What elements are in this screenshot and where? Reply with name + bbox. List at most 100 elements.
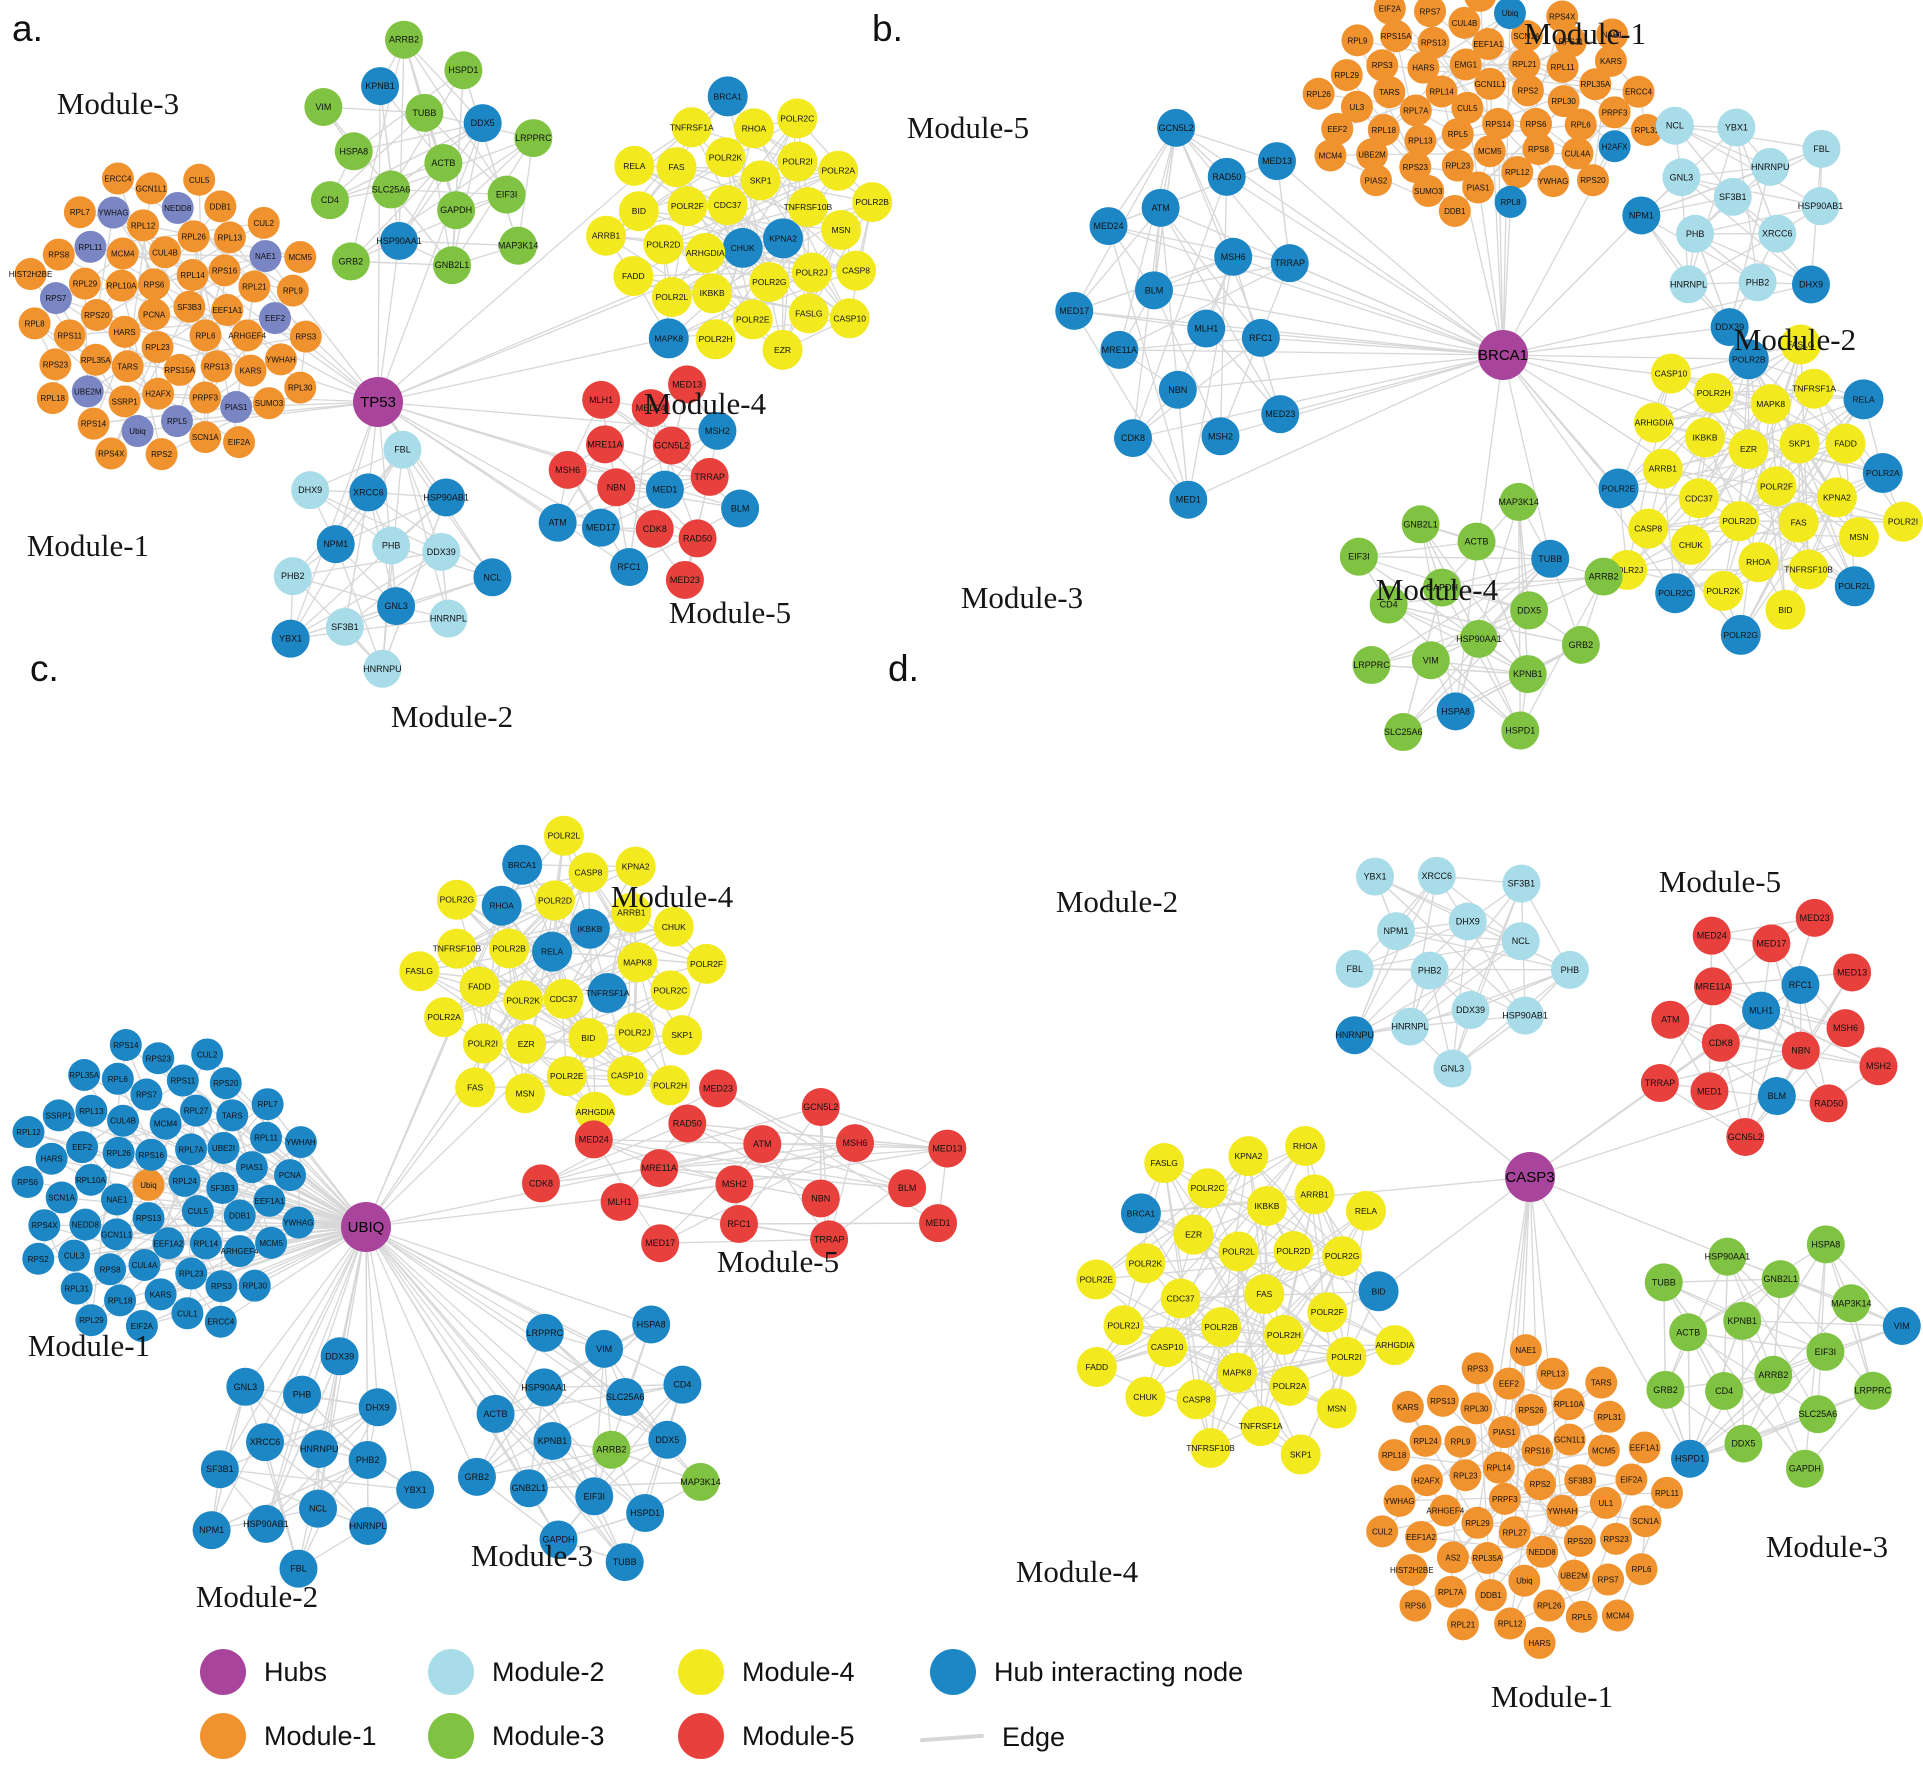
node-rps23[interactable]	[142, 1042, 175, 1075]
node-rps2[interactable]	[1524, 1468, 1557, 1501]
node-npm1[interactable]	[316, 525, 355, 564]
node-rps3[interactable]	[1461, 1352, 1494, 1385]
node-msh2[interactable]	[1859, 1047, 1898, 1086]
node-ezr[interactable]	[506, 1023, 547, 1064]
node-polr2a[interactable]	[818, 150, 859, 191]
node-rps16[interactable]	[1521, 1434, 1554, 1467]
node-pcna[interactable]	[274, 1159, 307, 1192]
node-rpl5[interactable]	[1441, 118, 1474, 151]
node-slc25a6[interactable]	[1798, 1395, 1837, 1434]
node-scn1a[interactable]	[189, 421, 222, 454]
node-arrb1[interactable]	[586, 215, 627, 256]
node-rad50[interactable]	[678, 519, 717, 558]
node-gcn5l2[interactable]	[1157, 108, 1196, 147]
node-msn[interactable]	[821, 210, 862, 251]
node-nae1[interactable]	[1596, 18, 1629, 51]
node-hspd1[interactable]	[1501, 711, 1540, 750]
node-rps14[interactable]	[77, 407, 110, 440]
node-vim[interactable]	[304, 87, 343, 126]
node-rpl30[interactable]	[238, 1269, 271, 1302]
node-actb[interactable]	[1457, 522, 1496, 561]
node-ercc4[interactable]	[101, 162, 134, 195]
node-mcm4[interactable]	[149, 1107, 182, 1140]
node-rps13[interactable]	[1426, 1384, 1459, 1417]
node-prpf3[interactable]	[1598, 96, 1631, 129]
node-nae1[interactable]	[100, 1183, 133, 1216]
node-npm1[interactable]	[1377, 912, 1416, 951]
node-hspd1[interactable]	[1670, 1439, 1709, 1478]
node-dhx9[interactable]	[358, 1388, 397, 1427]
node-rps16[interactable]	[135, 1138, 168, 1171]
node-arrb1[interactable]	[1294, 1174, 1335, 1215]
node-hspa8[interactable]	[632, 1305, 671, 1344]
node-polr2a[interactable]	[424, 997, 465, 1038]
node-rps6[interactable]	[1519, 107, 1552, 140]
node-actb[interactable]	[476, 1394, 515, 1433]
node-brca1[interactable]	[502, 844, 543, 885]
node-gcn5l2[interactable]	[801, 1088, 840, 1127]
node-polr2i[interactable]	[462, 1023, 503, 1064]
node-rpl23[interactable]	[175, 1257, 208, 1290]
node-msh6[interactable]	[548, 450, 587, 489]
node-rela[interactable]	[614, 145, 655, 186]
node-ddb1[interactable]	[204, 190, 237, 223]
node-rhoa[interactable]	[1738, 542, 1779, 583]
node-gapdh[interactable]	[539, 1520, 578, 1559]
node-ubiq[interactable]	[132, 1168, 165, 1201]
node-msh6[interactable]	[1826, 1009, 1865, 1048]
node-prpf3[interactable]	[1488, 1482, 1521, 1515]
node-polr2b[interactable]	[852, 182, 893, 223]
node-eif2a[interactable]	[1373, 0, 1406, 25]
node-rpl31[interactable]	[1630, 113, 1663, 146]
node-rpl13[interactable]	[75, 1094, 108, 1127]
node-rpl12[interactable]	[12, 1116, 45, 1149]
node-rps3[interactable]	[1366, 49, 1399, 82]
node-mre11a[interactable]	[585, 425, 624, 464]
node-ube2m[interactable]	[71, 375, 104, 408]
node-mapk8[interactable]	[1217, 1352, 1258, 1393]
node-hsp90aa1[interactable]	[1459, 619, 1498, 658]
node-med17[interactable]	[581, 508, 620, 547]
node-faslg[interactable]	[1144, 1143, 1185, 1184]
node-casp8[interactable]	[1628, 508, 1669, 549]
hub-node-ubiq[interactable]	[341, 1202, 391, 1252]
node-fbl[interactable]	[1802, 129, 1841, 168]
node-polr2f[interactable]	[686, 943, 727, 984]
node-cd4[interactable]	[663, 1365, 702, 1404]
node-med13[interactable]	[668, 365, 707, 404]
node-hnrnpl[interactable]	[1391, 1007, 1430, 1046]
node-rpl6[interactable]	[1564, 108, 1597, 141]
node-tubb[interactable]	[1531, 539, 1570, 578]
node-med23[interactable]	[665, 560, 704, 599]
node-hnrnpu[interactable]	[300, 1429, 339, 1468]
node-hnrnpu[interactable]	[1751, 147, 1790, 186]
node-sf3b1[interactable]	[1713, 177, 1752, 216]
node-hist2h2be[interactable]	[14, 258, 47, 291]
node-polr2k[interactable]	[503, 980, 544, 1021]
node-rpl11[interactable]	[1546, 50, 1579, 83]
node-rpl31[interactable]	[1593, 1400, 1626, 1433]
node-ddb1[interactable]	[223, 1199, 256, 1232]
node-mlh1[interactable]	[600, 1182, 639, 1221]
node-rpl12[interactable]	[1494, 1607, 1527, 1640]
node-cul5[interactable]	[181, 1195, 214, 1228]
node-rps2[interactable]	[22, 1242, 55, 1275]
node-chuk[interactable]	[722, 227, 763, 268]
node-nbn[interactable]	[1158, 370, 1197, 409]
node-trrap[interactable]	[1640, 1064, 1679, 1103]
node-polr2c[interactable]	[650, 970, 691, 1011]
node-rpl7[interactable]	[251, 1088, 284, 1121]
node-sf3b1[interactable]	[200, 1450, 239, 1489]
node-ubiq[interactable]	[1508, 1564, 1541, 1597]
node-bid[interactable]	[568, 1018, 609, 1059]
node-map3k14[interactable]	[499, 226, 538, 265]
node-rpl23[interactable]	[1441, 149, 1474, 182]
node-mcm5[interactable]	[255, 1226, 288, 1259]
node-cdk8[interactable]	[521, 1164, 560, 1203]
node-phb[interactable]	[1550, 950, 1589, 989]
node-hsp90aa1[interactable]	[525, 1368, 564, 1407]
node-ssrp1[interactable]	[108, 385, 141, 418]
node-mcm5[interactable]	[1473, 135, 1506, 168]
node-hsp90ab1[interactable]	[427, 478, 466, 517]
node-med1[interactable]	[1169, 480, 1208, 519]
